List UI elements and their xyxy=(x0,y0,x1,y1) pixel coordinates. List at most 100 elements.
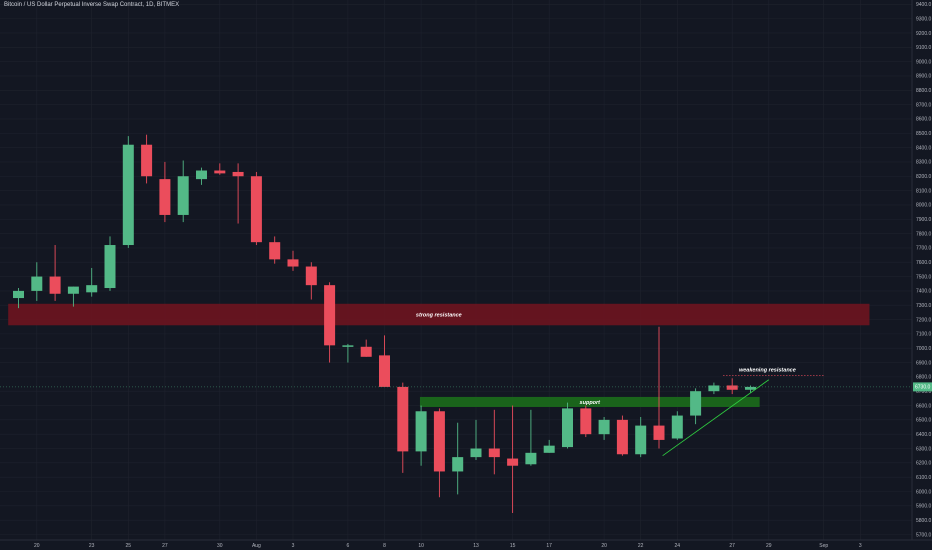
price-tick-label: 6900.0 xyxy=(916,360,932,366)
price-tick-label: 7000.0 xyxy=(916,346,932,352)
candle-down[interactable] xyxy=(507,458,519,466)
time-tick-label: 3 xyxy=(292,543,295,549)
candle-down[interactable] xyxy=(397,386,409,452)
candle-down[interactable] xyxy=(305,266,317,286)
candle-up[interactable] xyxy=(342,345,354,347)
time-tick-label: 6 xyxy=(347,543,350,549)
time-tick-label: 20 xyxy=(34,543,40,549)
support-label: support xyxy=(580,400,602,406)
candle-up[interactable] xyxy=(122,144,134,246)
candle-bodies[interactable] xyxy=(13,144,756,472)
strong-resistance-zone xyxy=(8,303,870,326)
price-tick-label: 7800.0 xyxy=(916,231,932,237)
time-tick-label: 20 xyxy=(601,543,607,549)
candle-up[interactable] xyxy=(635,425,647,455)
time-tick-label: 30 xyxy=(217,543,223,549)
candle-up[interactable] xyxy=(67,286,79,294)
candle-up[interactable] xyxy=(745,386,756,390)
price-tick-label: 9100.0 xyxy=(916,45,932,51)
candle-down[interactable] xyxy=(141,144,153,177)
time-tick-label: Aug xyxy=(252,543,261,549)
price-tick-label: 5900.0 xyxy=(916,504,932,510)
candle-up[interactable] xyxy=(104,245,116,289)
price-tick-label: 5800.0 xyxy=(916,518,932,524)
price-tick-label: 8900.0 xyxy=(916,74,932,80)
candle-down[interactable] xyxy=(250,176,262,243)
candle-down[interactable] xyxy=(232,171,244,177)
price-tick-label: 6200.0 xyxy=(916,461,932,467)
candle-down[interactable] xyxy=(726,385,738,390)
price-tick-label: 9300.0 xyxy=(916,16,932,22)
price-tick-label: 7600.0 xyxy=(916,260,932,266)
candle-down[interactable] xyxy=(653,425,665,440)
time-tick-label: 17 xyxy=(546,543,552,549)
candle-up[interactable] xyxy=(470,448,482,458)
candle-up[interactable] xyxy=(31,276,43,291)
support-zone xyxy=(419,396,760,407)
candle-up[interactable] xyxy=(562,408,573,448)
time-tick-label: 3 xyxy=(859,543,862,549)
candle-down[interactable] xyxy=(580,408,592,435)
time-tick-label: 8 xyxy=(383,543,386,549)
time-tick-label: 13 xyxy=(473,543,479,549)
candle-down[interactable] xyxy=(287,259,299,267)
time-tick-label: 29 xyxy=(766,543,772,549)
price-tick-label: 8000.0 xyxy=(916,203,932,209)
candle-down[interactable] xyxy=(379,355,390,387)
candle-down[interactable] xyxy=(214,170,226,174)
price-tick-label: 8200.0 xyxy=(916,174,932,180)
candle-down[interactable] xyxy=(616,419,628,455)
candle-up[interactable] xyxy=(415,411,427,452)
last-price-label: 6730.0 xyxy=(915,385,931,391)
time-tick-label: 25 xyxy=(126,543,132,549)
candle-down[interactable] xyxy=(324,285,336,346)
candle-down[interactable] xyxy=(49,276,61,294)
candle-up[interactable] xyxy=(196,170,207,180)
candle-up[interactable] xyxy=(708,385,720,392)
candle-up[interactable] xyxy=(86,285,98,293)
grid-lines xyxy=(0,0,912,540)
trendline xyxy=(662,379,770,457)
price-tick-label: 8500.0 xyxy=(916,131,932,137)
candle-up[interactable] xyxy=(13,290,24,299)
price-tick-label: 7900.0 xyxy=(916,217,932,223)
price-tick-label: 6400.0 xyxy=(916,432,932,438)
time-tick-label: 15 xyxy=(510,543,516,549)
candle-up[interactable] xyxy=(452,457,464,472)
candle-down[interactable] xyxy=(360,346,372,357)
price-tick-label: 9200.0 xyxy=(916,31,932,37)
candle-up[interactable] xyxy=(525,452,537,465)
candle-down[interactable] xyxy=(159,179,171,215)
price-axis[interactable]: 5700.0 5800.0 5900.0 6000.0 6100.0 6200.0 6300… xyxy=(913,2,932,538)
weakening-resistance-label: weakening resistance xyxy=(739,367,796,373)
time-tick-label: Sep xyxy=(819,543,828,549)
time-tick-label: 27 xyxy=(729,543,735,549)
candle-up[interactable] xyxy=(671,415,683,439)
time-axis[interactable]: 20 23 25 27 30 Aug 3 6 8 10 13 15 17 20 22 24 27 29 Sep 3 xyxy=(34,543,862,549)
candle-down[interactable] xyxy=(488,448,500,458)
price-tick-label: 7700.0 xyxy=(916,246,932,252)
price-tick-label: 6300.0 xyxy=(916,446,932,452)
candle-up[interactable] xyxy=(598,419,610,435)
candle-up[interactable] xyxy=(690,391,702,416)
price-tick-label: 9400.0 xyxy=(916,2,932,8)
candle-down[interactable] xyxy=(433,411,445,472)
price-tick-label: 8700.0 xyxy=(916,102,932,108)
price-tick-label: 7500.0 xyxy=(916,274,932,280)
time-tick-label: 10 xyxy=(418,543,424,549)
price-tick-label: 8400.0 xyxy=(916,145,932,151)
time-tick-label: 22 xyxy=(638,543,644,549)
price-tick-label: 6100.0 xyxy=(916,475,932,481)
time-tick-label: 24 xyxy=(675,543,681,549)
price-tick-label: 8300.0 xyxy=(916,160,932,166)
price-tick-label: 6500.0 xyxy=(916,418,932,424)
price-tick-label: 6700.0 xyxy=(916,389,932,395)
candle-up[interactable] xyxy=(177,176,189,215)
candle-up[interactable] xyxy=(543,445,555,453)
symbol-title: Bitcoin / US Dollar Perpetual Inverse Sw… xyxy=(4,2,180,8)
candle-down[interactable] xyxy=(269,242,281,260)
price-tick-label: 7200.0 xyxy=(916,317,932,323)
annotation-zones: strong resistance support xyxy=(8,303,870,407)
strong-resistance-label: strong resistance xyxy=(416,313,462,319)
